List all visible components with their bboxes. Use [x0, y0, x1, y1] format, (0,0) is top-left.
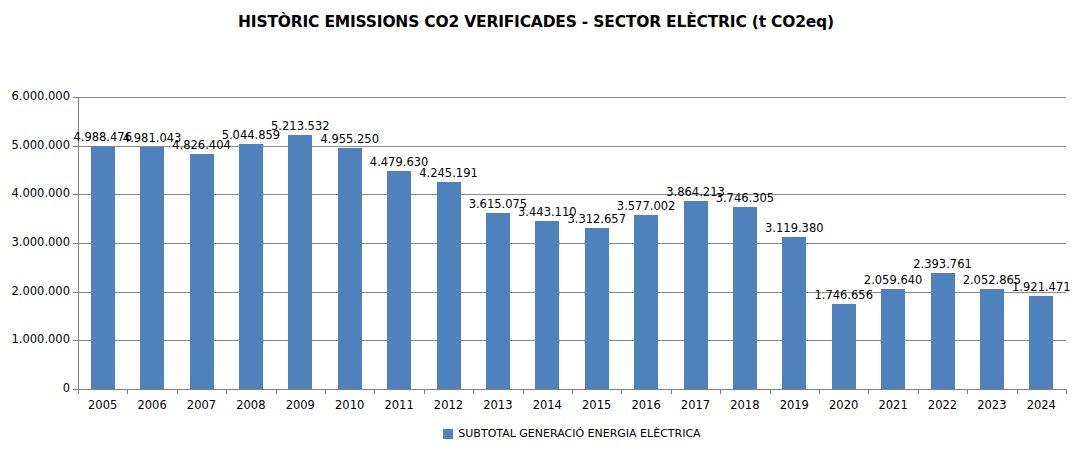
x-axis-tick — [671, 389, 672, 394]
x-axis-label: 2009 — [276, 398, 325, 412]
bar-2010 — [338, 148, 362, 389]
legend-label: SUBTOTAL GENERACIÓ ENERGIA ELÈCTRICA — [458, 427, 700, 440]
x-axis-tick — [226, 389, 227, 394]
bar-2021 — [881, 289, 905, 389]
bar-2022 — [931, 273, 955, 390]
x-axis-tick — [473, 389, 474, 394]
x-axis-tick — [1017, 389, 1018, 394]
y-axis-label: 6.000.000 — [0, 89, 70, 104]
x-axis-label: 2017 — [671, 398, 720, 412]
bar-2014 — [535, 221, 559, 389]
x-axis-tick — [374, 389, 375, 394]
bar-value-label: 2.059.640 — [848, 273, 938, 287]
bar-2006 — [140, 147, 164, 389]
bar-value-label: 3.746.305 — [700, 191, 790, 205]
x-axis-label: 2020 — [819, 398, 868, 412]
bar-value-label: 1.746.656 — [799, 288, 889, 302]
x-axis-tick — [523, 389, 524, 394]
x-axis-label: 2016 — [621, 398, 670, 412]
x-axis-label: 2013 — [473, 398, 522, 412]
x-axis-label: 2014 — [523, 398, 572, 412]
gridline — [78, 97, 1066, 98]
x-axis-label: 2015 — [572, 398, 621, 412]
x-axis-label: 2023 — [967, 398, 1016, 412]
bar-chart: HISTÒRIC EMISSIONS CO2 VERIFICADES - SEC… — [0, 0, 1072, 451]
bar-2016 — [634, 215, 658, 389]
x-axis-tick — [78, 389, 79, 394]
x-axis-tick — [770, 389, 771, 394]
y-axis-label: 1.000.000 — [0, 332, 70, 347]
x-axis-tick — [325, 389, 326, 394]
bar-value-label: 1.921.471 — [996, 280, 1072, 294]
bar-value-label: 3.119.380 — [749, 221, 839, 235]
gridline — [78, 340, 1066, 341]
x-axis-label: 2021 — [868, 398, 917, 412]
x-axis-label: 2018 — [720, 398, 769, 412]
bar-value-label: 2.393.761 — [898, 257, 988, 271]
legend-marker-icon — [443, 429, 453, 439]
bar-2007 — [190, 154, 214, 389]
x-axis-tick — [720, 389, 721, 394]
bar-2019 — [782, 237, 806, 389]
x-axis-tick — [424, 389, 425, 394]
legend: SUBTOTAL GENERACIÓ ENERGIA ELÈCTRICA — [78, 427, 1066, 440]
chart-title: HISTÒRIC EMISSIONS CO2 VERIFICADES - SEC… — [0, 13, 1072, 31]
x-axis-label: 2011 — [374, 398, 423, 412]
bar-2023 — [980, 289, 1004, 389]
bar-2012 — [437, 182, 461, 389]
x-axis-label: 2022 — [918, 398, 967, 412]
bar-2005 — [91, 146, 115, 389]
bar-2011 — [387, 171, 411, 389]
y-axis-label: 0 — [0, 381, 70, 396]
bar-2009 — [288, 135, 312, 389]
x-axis-tick — [177, 389, 178, 394]
bar-2013 — [486, 213, 510, 389]
y-axis-label: 4.000.000 — [0, 186, 70, 201]
bar-2008 — [239, 144, 263, 390]
x-axis-tick — [572, 389, 573, 394]
bar-value-label: 3.577.002 — [601, 199, 691, 213]
y-axis-label: 2.000.000 — [0, 284, 70, 299]
x-axis-label: 2012 — [424, 398, 473, 412]
gridline — [78, 243, 1066, 244]
bar-value-label: 4.955.250 — [305, 132, 395, 146]
x-axis-label: 2019 — [770, 398, 819, 412]
x-axis-label: 2008 — [226, 398, 275, 412]
gridline — [78, 292, 1066, 293]
x-axis-label: 2007 — [177, 398, 226, 412]
x-axis-tick — [868, 389, 869, 394]
y-axis-label: 3.000.000 — [0, 235, 70, 250]
x-axis-label: 2006 — [127, 398, 176, 412]
x-axis-tick — [967, 389, 968, 394]
bar-value-label: 4.245.191 — [404, 166, 494, 180]
gridline — [78, 194, 1066, 195]
x-axis-label: 2010 — [325, 398, 374, 412]
x-axis-tick — [127, 389, 128, 394]
bar-2020 — [832, 304, 856, 389]
x-axis-label: 2005 — [78, 398, 127, 412]
bar-2024 — [1029, 296, 1053, 390]
x-axis-tick — [1066, 389, 1067, 394]
x-axis-tick — [621, 389, 622, 394]
x-axis-label: 2024 — [1017, 398, 1066, 412]
x-axis-tick — [819, 389, 820, 394]
bar-2015 — [585, 228, 609, 389]
x-axis-tick — [918, 389, 919, 394]
x-axis-tick — [276, 389, 277, 394]
bar-2017 — [684, 201, 708, 389]
bar-value-label: 3.312.657 — [552, 212, 642, 226]
